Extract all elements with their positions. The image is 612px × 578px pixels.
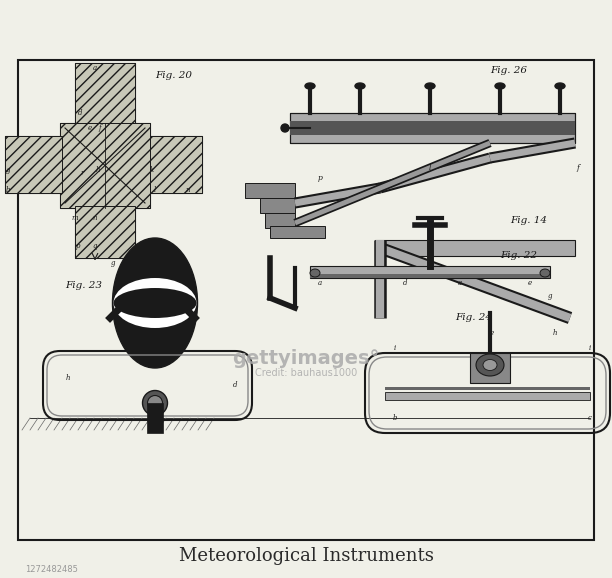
Text: Meteorological Instruments: Meteorological Instruments — [179, 547, 433, 565]
Text: Fig. 20: Fig. 20 — [155, 71, 192, 80]
Text: Fig. 14: Fig. 14 — [510, 216, 547, 225]
Ellipse shape — [143, 391, 168, 416]
Bar — [150, 136, 202, 193]
Bar — [60, 123, 150, 208]
Text: Fig. 26: Fig. 26 — [490, 66, 527, 75]
Bar — [75, 206, 135, 258]
Bar — [260, 198, 295, 213]
Bar — [75, 63, 135, 123]
Text: b: b — [428, 249, 432, 257]
Text: n: n — [93, 214, 97, 222]
Bar — [60, 123, 150, 208]
Text: i: i — [394, 344, 396, 352]
Text: h: h — [553, 329, 558, 337]
Text: g: g — [111, 259, 115, 267]
Text: k: k — [150, 166, 154, 174]
Ellipse shape — [425, 83, 435, 89]
Text: h: h — [95, 166, 100, 174]
Bar — [290, 113, 575, 143]
Text: g: g — [548, 292, 552, 300]
Text: Credit: bauhaus1000: Credit: bauhaus1000 — [255, 368, 357, 378]
Text: f: f — [577, 164, 580, 172]
Text: 1272482485: 1272482485 — [25, 565, 78, 575]
Ellipse shape — [281, 124, 289, 132]
Bar — [18, 60, 594, 540]
Text: d: d — [403, 279, 407, 287]
Text: q: q — [93, 242, 97, 250]
Bar — [147, 403, 163, 433]
Bar — [270, 226, 325, 238]
Text: a: a — [93, 64, 97, 72]
Text: p: p — [318, 174, 323, 182]
Ellipse shape — [113, 238, 198, 368]
Ellipse shape — [310, 269, 320, 277]
Text: e: e — [528, 279, 532, 287]
Text: p: p — [76, 242, 80, 250]
Text: r: r — [80, 169, 84, 177]
Text: g: g — [6, 166, 10, 174]
Ellipse shape — [483, 360, 497, 370]
Ellipse shape — [113, 288, 196, 318]
Ellipse shape — [540, 269, 550, 277]
Bar — [245, 183, 295, 198]
Bar — [290, 113, 575, 143]
Text: e: e — [490, 329, 494, 337]
Bar — [290, 121, 575, 135]
Ellipse shape — [495, 83, 505, 89]
Text: h: h — [65, 374, 70, 382]
Bar — [375, 240, 575, 256]
Text: c: c — [588, 414, 592, 422]
Text: n: n — [186, 186, 190, 194]
Bar — [470, 353, 510, 383]
Bar — [310, 274, 550, 278]
Text: Fig. 23: Fig. 23 — [65, 281, 102, 290]
Text: b: b — [393, 414, 397, 422]
Text: i: i — [589, 344, 591, 352]
Text: a: a — [318, 279, 322, 287]
Ellipse shape — [147, 395, 163, 410]
Bar — [150, 136, 202, 193]
Ellipse shape — [113, 278, 196, 328]
Ellipse shape — [305, 83, 315, 89]
Text: d: d — [233, 381, 237, 389]
Text: m: m — [72, 214, 78, 222]
Text: e: e — [88, 124, 92, 132]
Text: Fig. 22: Fig. 22 — [500, 251, 537, 260]
Ellipse shape — [355, 83, 365, 89]
Text: Fig. 24: Fig. 24 — [455, 313, 492, 322]
Bar — [385, 392, 590, 400]
Ellipse shape — [555, 83, 565, 89]
Text: f: f — [99, 124, 102, 132]
Text: b: b — [6, 186, 10, 194]
Bar — [385, 387, 590, 390]
Bar — [265, 213, 295, 228]
Ellipse shape — [476, 354, 504, 376]
Text: l: l — [429, 164, 431, 172]
Bar — [310, 266, 550, 278]
Text: d: d — [78, 109, 82, 117]
Bar — [5, 136, 62, 193]
Text: l: l — [154, 186, 156, 194]
Bar — [75, 63, 135, 123]
Text: f: f — [182, 259, 184, 267]
Text: gettyimages°: gettyimages° — [233, 349, 379, 368]
Text: a: a — [458, 279, 462, 287]
Bar — [75, 206, 135, 258]
Bar — [5, 136, 62, 193]
